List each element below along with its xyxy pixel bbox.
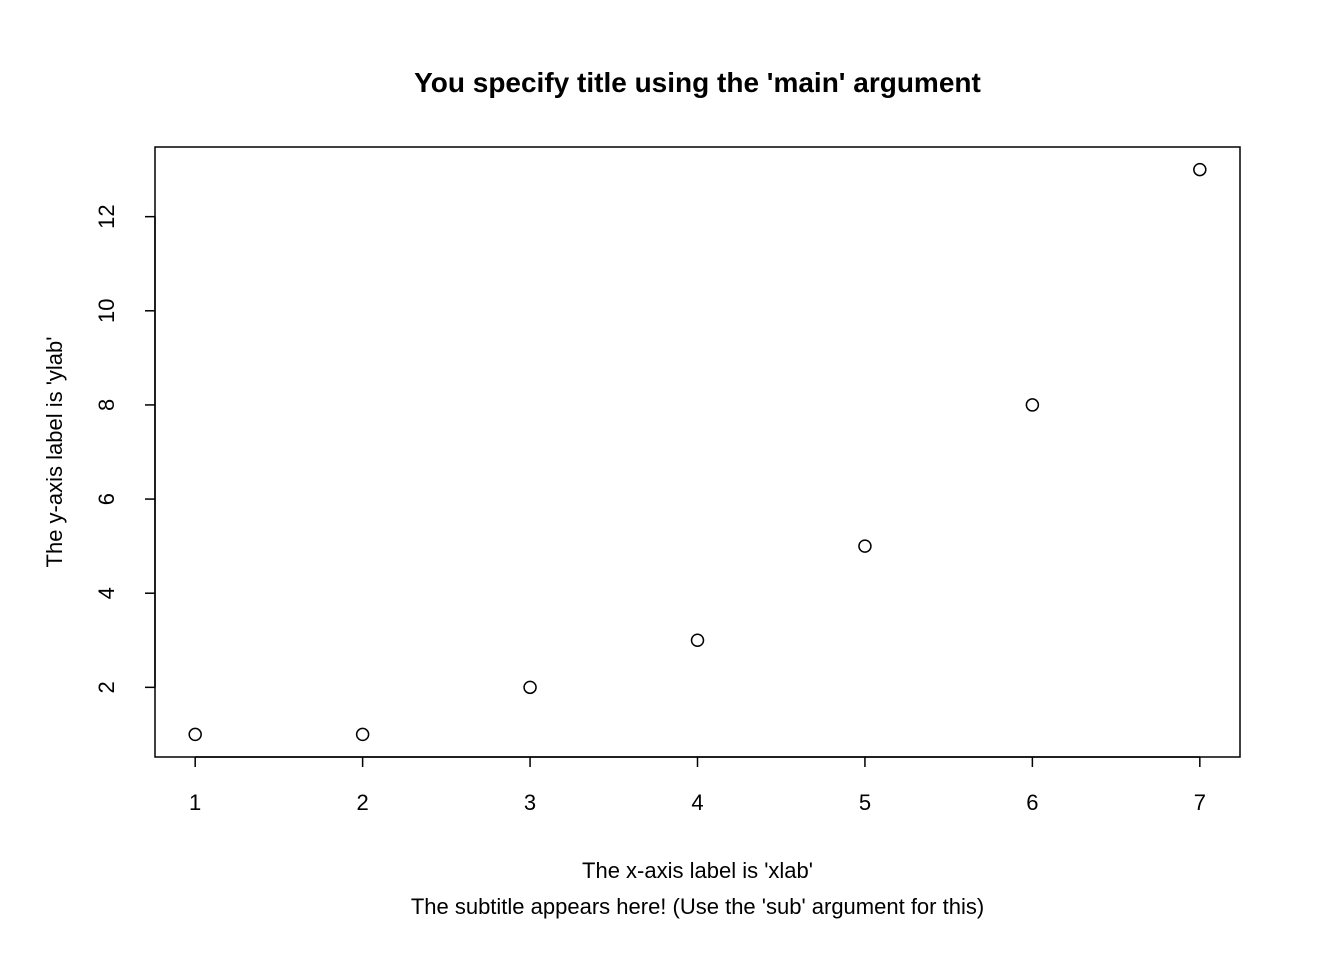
x-tick-label: 6 bbox=[1026, 790, 1038, 815]
x-tick-label: 4 bbox=[691, 790, 703, 815]
scatter-chart: 123456724681012You specify title using t… bbox=[0, 0, 1344, 960]
y-axis-label: The y-axis label is 'ylab' bbox=[42, 337, 67, 568]
x-tick-label: 1 bbox=[189, 790, 201, 815]
chart-subtitle: The subtitle appears here! (Use the 'sub… bbox=[411, 894, 984, 919]
y-tick-label: 2 bbox=[94, 681, 119, 693]
chart-svg: 123456724681012You specify title using t… bbox=[0, 0, 1344, 960]
x-axis-label: The x-axis label is 'xlab' bbox=[582, 858, 813, 883]
x-tick-label: 3 bbox=[524, 790, 536, 815]
y-tick-label: 6 bbox=[94, 493, 119, 505]
chart-title: You specify title using the 'main' argum… bbox=[414, 67, 981, 98]
y-tick-label: 12 bbox=[94, 204, 119, 228]
x-tick-label: 5 bbox=[859, 790, 871, 815]
y-tick-label: 4 bbox=[94, 587, 119, 599]
x-tick-label: 7 bbox=[1194, 790, 1206, 815]
y-tick-label: 8 bbox=[94, 399, 119, 411]
y-tick-label: 10 bbox=[94, 299, 119, 323]
x-tick-label: 2 bbox=[356, 790, 368, 815]
